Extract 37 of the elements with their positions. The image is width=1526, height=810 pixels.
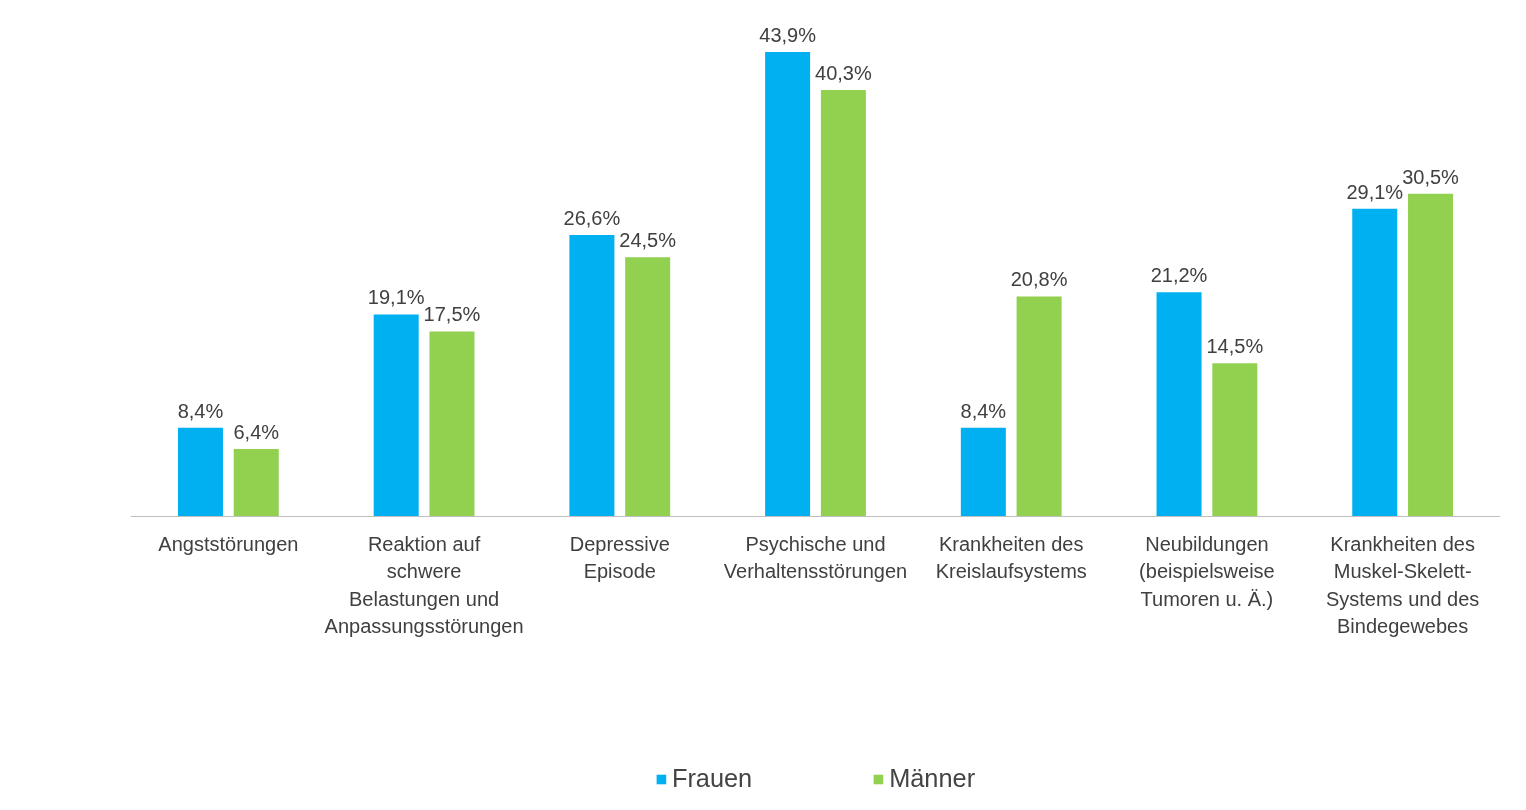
bar: [177, 427, 223, 517]
bar: [233, 448, 279, 517]
bar: [569, 235, 615, 517]
data-label: 17,5%: [423, 303, 481, 326]
bar: [429, 331, 475, 517]
data-label: 19,1%: [367, 286, 425, 309]
bar: [1352, 208, 1398, 517]
bar: [1016, 296, 1062, 517]
data-label: 6,4%: [233, 420, 280, 443]
data-label: 40,3%: [815, 62, 872, 85]
bar: [1212, 363, 1258, 517]
data-label: 24,5%: [619, 229, 677, 252]
data-label: 43,9%: [759, 23, 817, 46]
data-label: 30,5%: [1402, 165, 1460, 188]
bar: [625, 257, 671, 517]
x-tick-label: Reaktion auf schwere Belastungen und Anpassungsstörungen: [324, 532, 524, 638]
data-label: 21,2%: [1150, 264, 1208, 287]
bar: [373, 314, 419, 517]
bar: [960, 427, 1006, 517]
bar: [765, 51, 811, 517]
data-label: 8,4%: [177, 399, 224, 422]
data-label: 14,5%: [1206, 335, 1264, 358]
x-tick-label: Psychische und Verhaltensstörungen: [723, 532, 908, 583]
x-tick-label: Angststörungen: [158, 532, 299, 555]
data-label: 26,6%: [563, 207, 621, 230]
legend-label: Frauen: [671, 764, 753, 793]
legend-label: Männer: [889, 764, 976, 793]
bar: [1408, 193, 1454, 517]
x-tick-label: Krankheiten des Kreislaufsystems: [935, 532, 1087, 583]
bar: [1156, 292, 1202, 517]
data-label: 8,4%: [960, 399, 1007, 422]
x-tick-label: Krankheiten des Muskel-Skelett-Systems und des Bindegewebes: [1325, 532, 1480, 638]
data-label: 29,1%: [1346, 180, 1404, 203]
bar: [820, 90, 866, 517]
data-label: 20,8%: [1010, 268, 1068, 291]
x-tick-label: Depressive Episode: [569, 532, 670, 583]
x-tick-label: Neubildungen (beispielsweise Tumoren u. Ä.): [1139, 532, 1275, 610]
